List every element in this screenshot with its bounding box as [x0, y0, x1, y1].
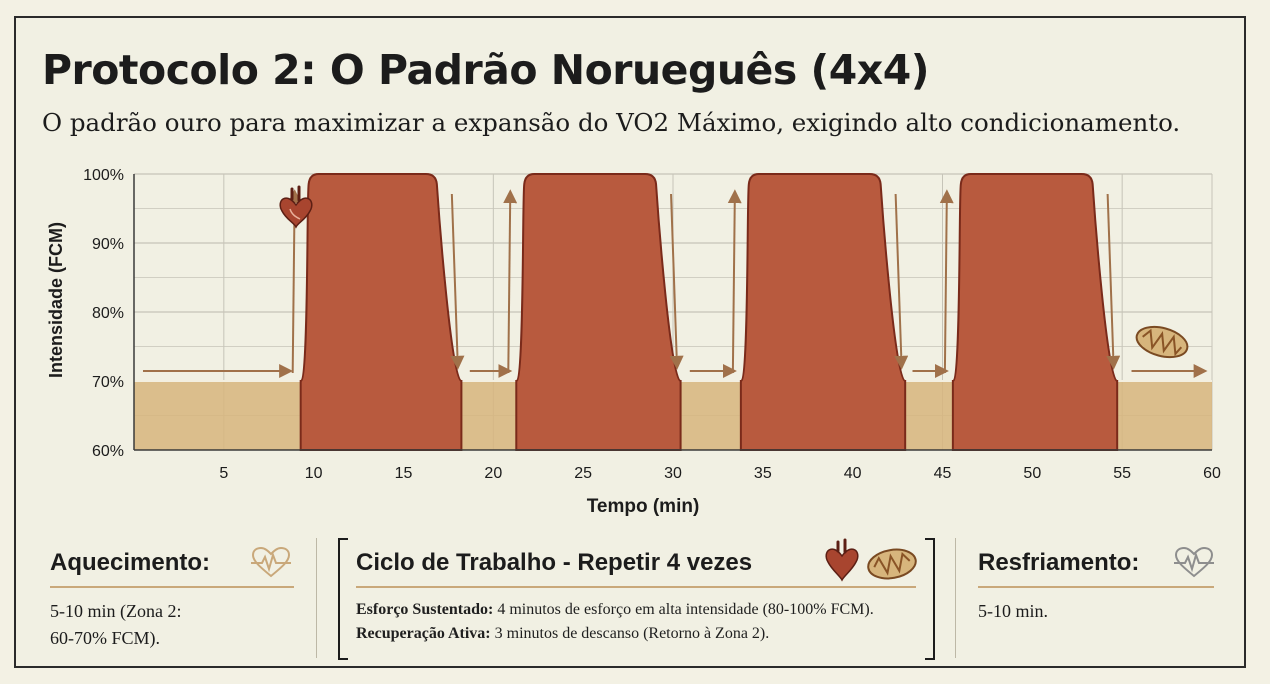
- warmup-text-line1: 5-10 min (Zona 2:: [50, 601, 182, 621]
- arrow-down: [894, 193, 909, 370]
- cooldown-title: Resfriamento:: [978, 549, 1140, 576]
- mitochondria-icon: [1135, 325, 1189, 359]
- effort-block: [515, 173, 682, 451]
- x-tick-label: 35: [754, 465, 772, 482]
- x-tick-label: 20: [484, 465, 502, 482]
- x-tick-label: 25: [574, 465, 592, 482]
- x-axis-label: Tempo (min): [587, 496, 700, 517]
- chart-tick-labels: 5 10 15 20 25 30 35 40 45 50 55 60 60% 70% 80% 90% 100%: [83, 167, 1221, 482]
- chart-arrows: [142, 189, 1208, 378]
- x-tick-label: 30: [664, 465, 682, 482]
- warmup-text: 5-10 min (Zona 2: 60-70% FCM).: [50, 598, 181, 652]
- y-tick-label: 100%: [83, 167, 124, 184]
- warmup-text-line2: 60-70% FCM).: [50, 628, 161, 648]
- x-tick-label: 60: [1203, 465, 1221, 482]
- cooldown-text: 5-10 min.: [978, 601, 1048, 621]
- cooldown-heartbeat-icon: [1174, 547, 1214, 578]
- x-tick-label: 55: [1113, 465, 1131, 482]
- chart-areas: [134, 173, 1212, 451]
- chart-axes: [133, 174, 1212, 451]
- x-tick-label: 10: [305, 465, 323, 482]
- y-tick-label: 80%: [92, 305, 124, 322]
- intensity-chart: 5 10 15 20 25 30 35 40 45 50 55 6060%70%80%90%100% …: [46, 167, 1221, 517]
- cycle-bracket-left: [338, 538, 348, 660]
- x-tick-label: 45: [934, 465, 952, 482]
- warmup-heartbeat-icon: [251, 547, 291, 578]
- effort-block: [739, 173, 907, 451]
- x-tick-label: 5: [219, 465, 228, 482]
- heart-icon: [279, 185, 313, 229]
- cycle-title: Ciclo de Trabalho - Repetir 4 vezes: [356, 549, 753, 576]
- x-tick-label: 40: [844, 465, 862, 482]
- page-subtitle: O padrão ouro para maximizar a expansão …: [42, 108, 1181, 137]
- cycle-rule: [356, 586, 916, 588]
- page-title: Protocolo 2: O Padrão Norueguês (4x4): [42, 46, 929, 94]
- arrow-up: [939, 189, 954, 374]
- cycle-icons: [825, 538, 917, 582]
- arrow-down: [669, 193, 684, 370]
- separator-right: [955, 538, 956, 658]
- warmup-title: Aquecimento:: [50, 549, 211, 576]
- effort-block: [951, 173, 1119, 451]
- effort-line: Esforço Sustentado: 4 minutos de esforço…: [356, 598, 874, 622]
- recovery-line: Recuperação Ativa: 3 minutos de descanso…: [356, 622, 874, 646]
- y-tick-label: 60%: [92, 443, 124, 460]
- warmup-rule: [50, 586, 294, 588]
- arrow-down: [1106, 193, 1121, 370]
- effort-text: 4 minutos de esforço em alta intensidade…: [493, 601, 874, 618]
- x-tick-label: 15: [395, 465, 413, 482]
- recovery-text: 3 minutos de descanso (Retorno à Zona 2)…: [490, 625, 770, 642]
- arrow-up: [727, 189, 742, 374]
- arrow-down: [450, 193, 465, 370]
- effort-label: Esforço Sustentado:: [356, 601, 494, 618]
- cooldown-rule: [978, 586, 1214, 588]
- cycle-text: Esforço Sustentado: 4 minutos de esforço…: [356, 598, 874, 646]
- arrow-up: [503, 189, 518, 374]
- separator-left: [316, 538, 317, 658]
- x-tick-label: 50: [1023, 465, 1041, 482]
- y-tick-label: 70%: [92, 374, 124, 391]
- y-axis-label: Intensidade (FCM): [46, 222, 66, 378]
- y-tick-label: 90%: [92, 236, 124, 253]
- recovery-label: Recuperação Ativa:: [356, 625, 491, 642]
- cycle-bracket-right: [925, 538, 935, 660]
- cycle-mitochondria-icon: [867, 548, 917, 580]
- cycle-heart-icon: [825, 538, 859, 582]
- effort-block: [299, 173, 463, 451]
